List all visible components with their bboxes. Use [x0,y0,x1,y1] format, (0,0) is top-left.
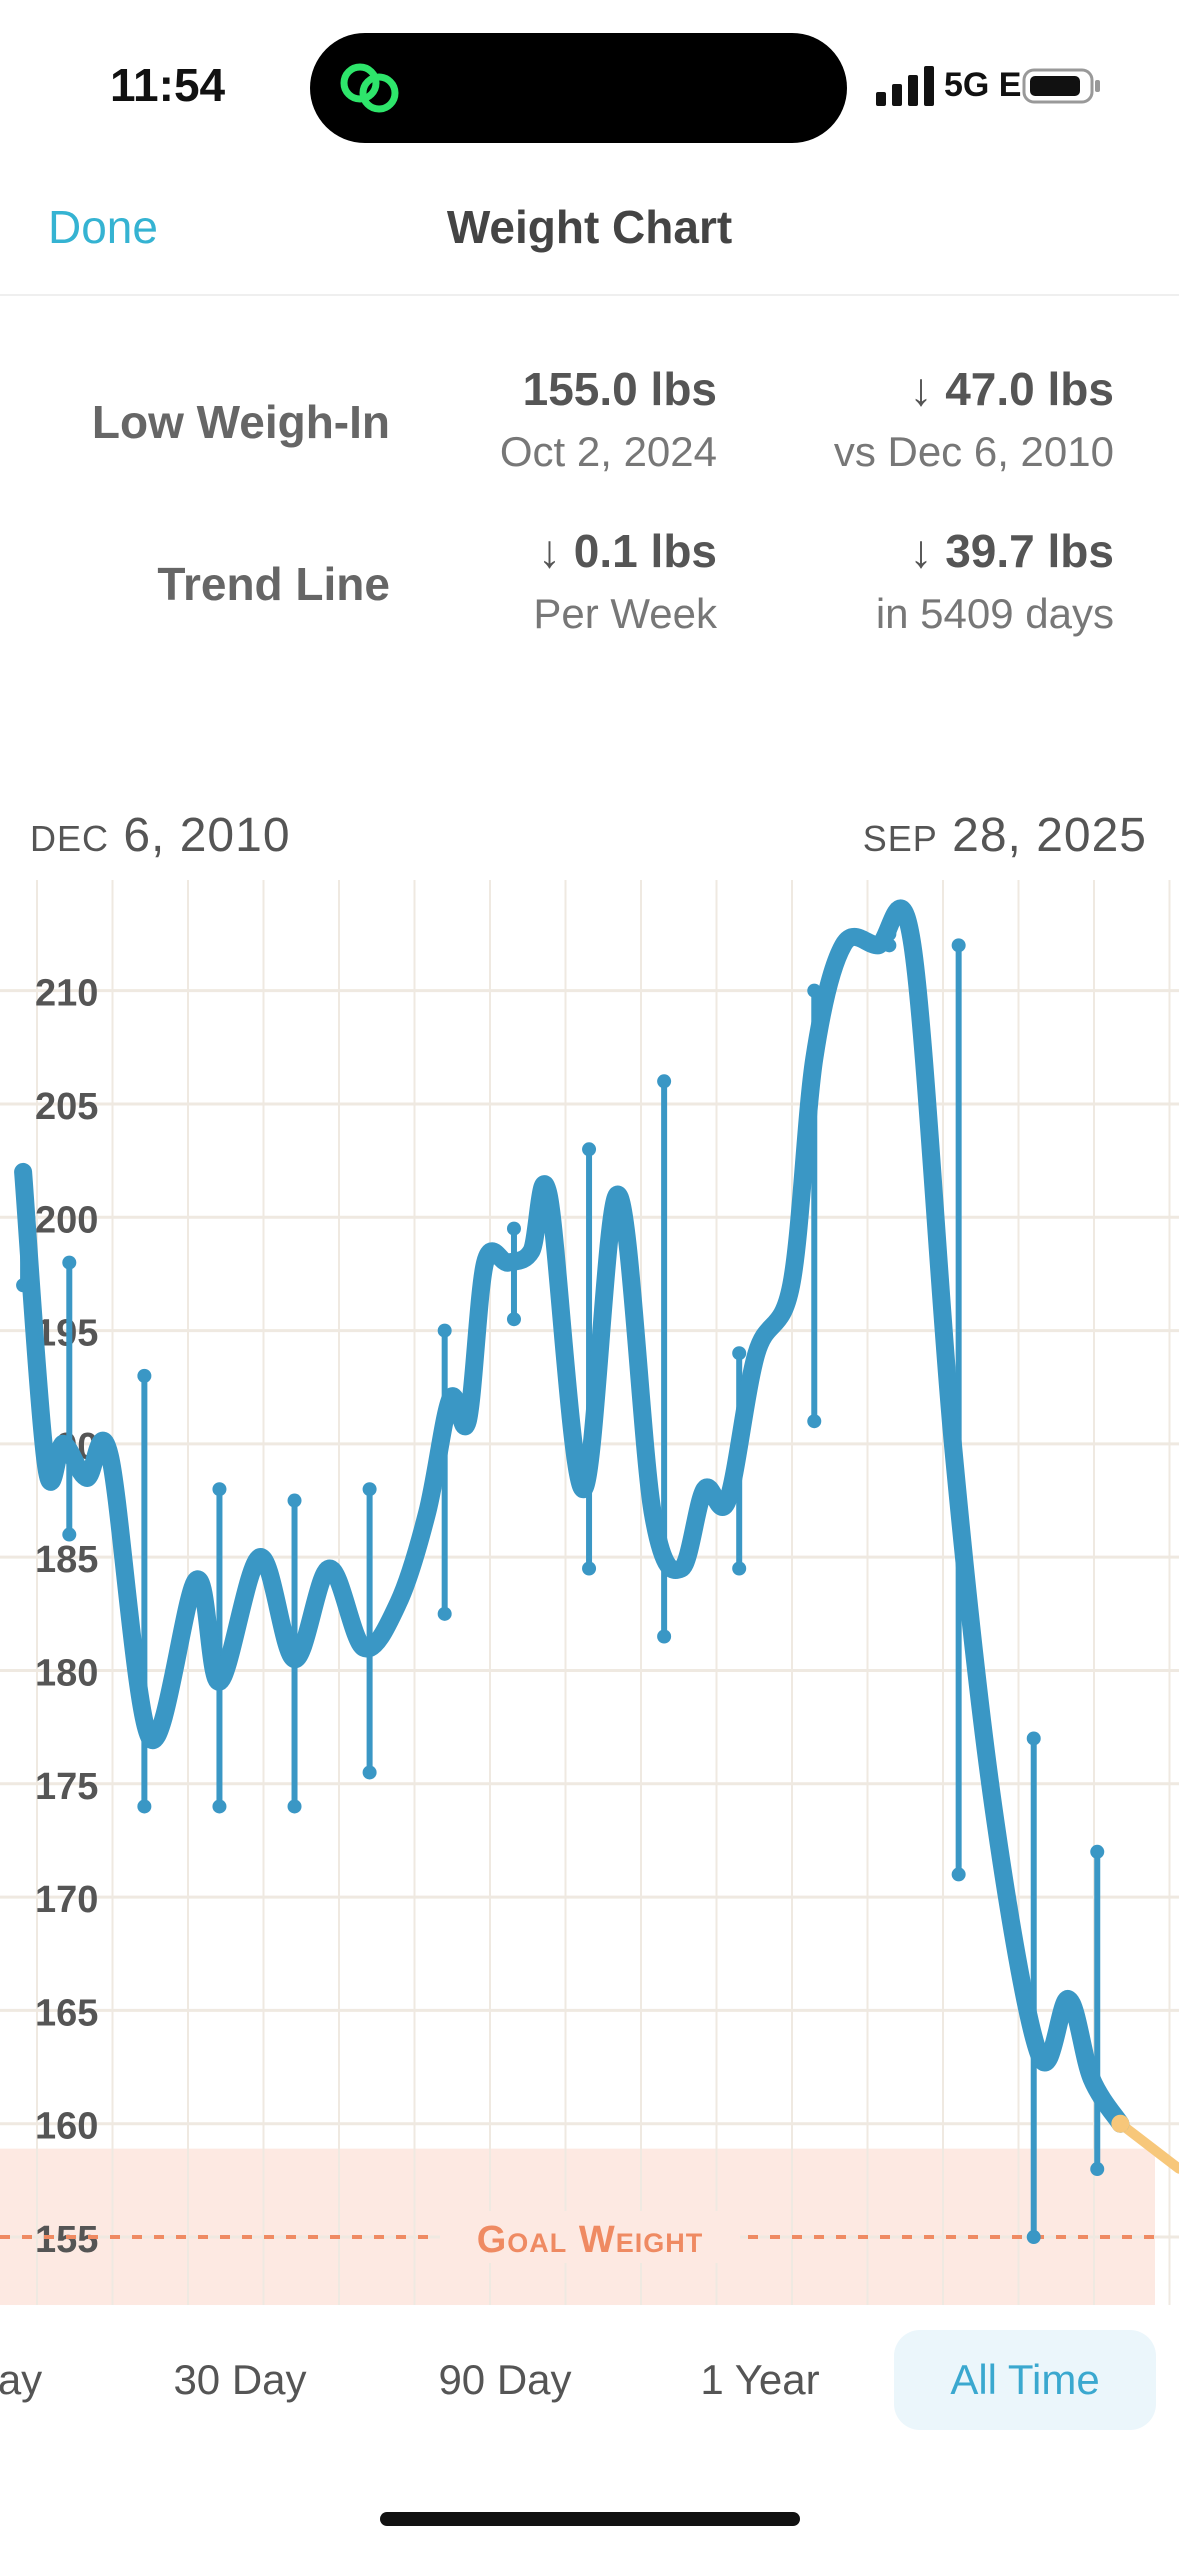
trend-line [14,899,1130,2133]
weigh-in-high-point [1090,1844,1105,1859]
weigh-in-low-point [62,1527,77,1542]
goal-label-background [440,2211,740,2264]
goal-weight-label: Goal Weight [477,2219,703,2261]
weigh-in-high-point [437,1323,452,1338]
low-weigh-in-delta-sub: vs Dec 6, 2010 [833,428,1114,475]
status-time: 11:54 [110,59,226,111]
trend-line-delta: ↓ 39.7 lbs [909,525,1114,577]
low-weigh-in-date: Oct 2, 2024 [499,428,717,475]
weigh-in-low-point [137,1799,152,1814]
weigh-in-high-point [732,1346,747,1361]
chart-end-day-year: 28, 2025 [952,809,1147,862]
low-weigh-in-value: 155.0 lbs [522,363,717,415]
weigh-in-high-point [951,938,966,953]
weigh-in-low-point [732,1561,747,1576]
weigh-in-low-point [657,1629,672,1644]
range-tabs: ay 30 Day 90 Day 1 Year All Time [0,2310,1179,2450]
weigh-in-low-point [951,1867,966,1882]
trend-line-delta-sub: in 5409 days [875,590,1114,637]
page-title: Weight Chart [446,201,733,253]
signal-icon [876,66,934,106]
weigh-in-high-point [657,1074,672,1089]
chart-start-day-year: 6, 2010 [123,809,291,862]
chart-start-date: DEC 6, 2010 [30,808,291,863]
y-tick-label: 180 [35,1652,98,1694]
status-bar: 11:54 5G E [0,0,1179,170]
battery-icon [1022,68,1100,104]
tab-90-day[interactable]: 90 Day [438,2356,572,2403]
chart-end-date: SEP 28, 2025 [863,808,1147,863]
y-tick-label: 175 [35,1766,98,1808]
y-tick-label: 170 [35,1879,98,1921]
network-label: 5G E [944,66,1022,104]
trend-line-value-sub: Per Week [533,590,717,637]
tab-7-day[interactable]: ay [0,2356,43,2403]
y-tick-label: 185 [35,1539,98,1581]
weigh-in-high-point [1026,1731,1041,1746]
tab-all-time[interactable]: All Time [894,2330,1156,2430]
weigh-in-high-point [287,1493,302,1508]
weigh-in-low-point [362,1765,377,1780]
weigh-in-high-point [62,1255,77,1270]
weigh-in-high-point [137,1368,152,1383]
chart-end-month: SEP [862,818,938,859]
y-tick-label: 165 [35,1992,98,2034]
weigh-in-low-point [437,1606,452,1621]
done-button[interactable]: Done [48,201,158,253]
weigh-in-low-point [1026,2230,1041,2245]
y-tick-label: 155 [35,2219,98,2261]
trend-line-value: ↓ 0.1 lbs [538,525,717,577]
low-weigh-in-delta: ↓ 47.0 lbs [909,363,1114,415]
weigh-in-high-point [212,1482,227,1497]
current-trend-point [1111,2114,1130,2133]
link-rings-icon [340,63,399,113]
weigh-in-low-point [506,1312,521,1327]
y-tick-label: 210 [35,973,98,1015]
weigh-in-high-point [362,1482,377,1497]
dynamic-island [310,33,847,143]
weigh-in-low-point [582,1561,597,1576]
nav-bar: Done Weight Chart [0,170,1179,296]
y-tick-label: 200 [35,1199,98,1241]
weigh-in-high-point [506,1221,521,1236]
weigh-in-low-point [287,1799,302,1814]
tab-1-year[interactable]: 1 Year [700,2356,820,2403]
tab-30-day[interactable]: 30 Day [173,2356,307,2403]
y-tick-label: 205 [35,1086,98,1128]
trend-projection [1115,2118,1179,2174]
weight-chart[interactable]: 210205200195190185180175170165160155Goal… [0,880,1179,2305]
trend-line-label: Trend Line [157,558,390,610]
home-indicator [380,2512,800,2526]
low-weigh-in-label: Low Weigh-In [91,396,390,448]
y-tick-label: 160 [35,2106,98,2148]
weigh-in-low-point [1090,2162,1105,2177]
chart-start-month: DEC [30,818,110,859]
weigh-in-low-point [212,1799,227,1814]
weigh-in-low-point [807,1414,822,1429]
weigh-in-high-point [582,1142,597,1157]
